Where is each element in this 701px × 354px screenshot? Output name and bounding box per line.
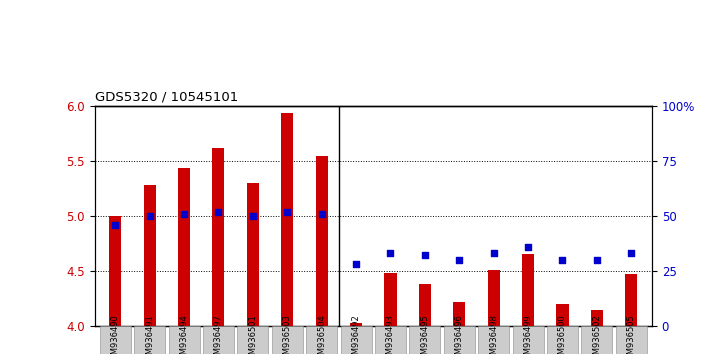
Point xyxy=(144,213,156,219)
Point xyxy=(316,211,327,217)
Bar xyxy=(341,326,372,354)
Text: GSM936492: GSM936492 xyxy=(352,314,360,354)
Point xyxy=(591,257,602,263)
Point xyxy=(213,209,224,215)
Bar xyxy=(547,326,578,354)
Bar xyxy=(306,326,337,354)
Bar xyxy=(281,113,293,326)
Bar xyxy=(409,326,440,354)
Text: GSM936491: GSM936491 xyxy=(145,314,154,354)
Bar xyxy=(444,326,475,354)
Text: GSM936496: GSM936496 xyxy=(455,314,464,354)
Bar xyxy=(203,326,234,354)
Point xyxy=(179,211,190,217)
Point xyxy=(282,209,293,215)
Text: GSM936500: GSM936500 xyxy=(558,314,567,354)
Text: GSM936504: GSM936504 xyxy=(317,314,326,354)
Bar xyxy=(625,274,637,326)
Bar xyxy=(178,168,190,326)
Text: GSM936495: GSM936495 xyxy=(421,314,430,354)
Bar xyxy=(615,326,647,354)
Bar xyxy=(272,326,303,354)
Bar xyxy=(109,216,121,326)
Bar xyxy=(169,326,200,354)
Text: GSM936490: GSM936490 xyxy=(111,314,120,354)
Bar xyxy=(144,185,156,326)
Bar xyxy=(522,254,534,326)
Bar xyxy=(591,310,603,326)
Bar xyxy=(478,326,509,354)
Bar xyxy=(100,326,131,354)
Point xyxy=(247,213,259,219)
Point xyxy=(488,250,499,256)
Point xyxy=(385,250,396,256)
Bar xyxy=(384,273,397,326)
Bar xyxy=(454,302,465,326)
Point xyxy=(109,222,121,228)
Bar xyxy=(315,156,327,326)
Bar xyxy=(350,324,362,326)
Text: GSM936505: GSM936505 xyxy=(627,314,636,354)
Bar xyxy=(238,326,268,354)
Bar xyxy=(557,304,569,326)
Text: GSM936499: GSM936499 xyxy=(524,314,533,354)
Bar xyxy=(212,148,224,326)
Point xyxy=(454,257,465,263)
Point xyxy=(626,250,637,256)
Point xyxy=(350,261,362,267)
Text: GDS5320 / 10545101: GDS5320 / 10545101 xyxy=(95,91,238,104)
Text: GSM936497: GSM936497 xyxy=(214,314,223,354)
Point xyxy=(419,253,430,258)
Text: GSM936503: GSM936503 xyxy=(283,314,292,354)
Point xyxy=(557,257,568,263)
Text: GSM936493: GSM936493 xyxy=(386,314,395,354)
Text: GSM936501: GSM936501 xyxy=(248,314,257,354)
Text: GSM936502: GSM936502 xyxy=(592,314,601,354)
Bar xyxy=(134,326,165,354)
Bar xyxy=(419,284,431,326)
Bar xyxy=(488,270,500,326)
Text: GSM936494: GSM936494 xyxy=(179,314,189,354)
Bar xyxy=(375,326,406,354)
Text: GSM936498: GSM936498 xyxy=(489,314,498,354)
Point xyxy=(522,244,533,250)
Bar xyxy=(581,326,613,354)
Bar xyxy=(512,326,543,354)
Bar xyxy=(247,183,259,326)
